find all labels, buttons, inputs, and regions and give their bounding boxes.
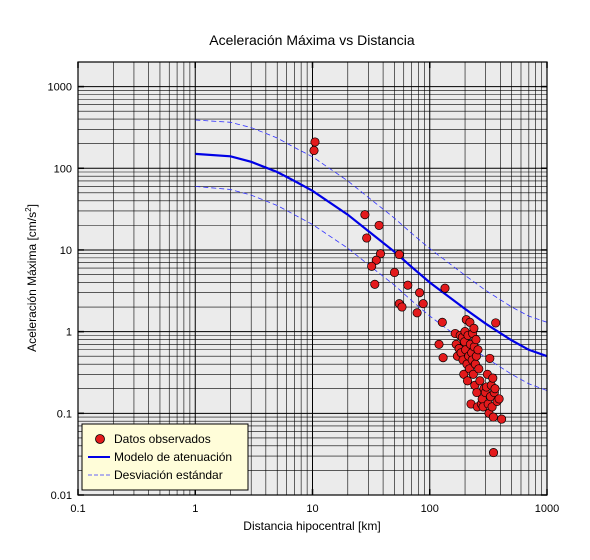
legend: Datos observados Modelo de atenuación De… xyxy=(81,423,249,491)
x-tick-label: 0.1 xyxy=(70,503,85,515)
data-point xyxy=(490,384,500,394)
data-point xyxy=(362,233,372,243)
y-axis-label-superscript: 2 xyxy=(24,207,33,212)
data-point xyxy=(374,220,384,230)
data-point xyxy=(394,249,404,260)
data-point xyxy=(437,317,447,327)
x-tick-label: 10 xyxy=(306,503,318,515)
legend-label-deviation: Desviación estándar xyxy=(114,468,223,482)
x-axis-label: Distancia hipocentral [km] xyxy=(243,519,380,533)
legend-marker-points xyxy=(95,434,105,444)
data-point xyxy=(371,255,381,265)
data-point xyxy=(488,373,498,383)
axis-ticks xyxy=(77,62,548,496)
y-axis-label-end: ] xyxy=(25,204,39,207)
data-point xyxy=(469,323,479,333)
y-tick-label: 100 xyxy=(54,163,72,175)
attenuation-model-line xyxy=(195,152,548,358)
plot-area xyxy=(77,61,548,496)
std-deviation-upper-line xyxy=(195,119,548,323)
data-point xyxy=(440,283,450,293)
data-point xyxy=(403,280,413,290)
y-tick-label: 0.1 xyxy=(57,408,72,420)
data-point xyxy=(310,137,320,147)
y-tick-label: 0.01 xyxy=(51,490,72,502)
model-lines xyxy=(195,119,548,391)
data-point xyxy=(434,339,444,349)
data-point xyxy=(415,288,425,298)
data-point xyxy=(473,345,483,355)
x-tick-label: 1000 xyxy=(535,503,559,515)
y-tick-labels: 0.01 0.1 1 10 100 1000 xyxy=(48,82,72,502)
data-point xyxy=(497,414,507,424)
data-point xyxy=(375,249,386,259)
x-tick-label: 100 xyxy=(421,503,439,515)
data-point xyxy=(475,376,485,386)
y-axis-label-main: Aceleración Máxima [cm/s xyxy=(25,212,39,352)
data-point xyxy=(309,145,319,156)
data-point xyxy=(367,261,377,271)
data-point xyxy=(485,353,495,363)
data-point xyxy=(471,335,481,345)
data-points xyxy=(309,137,507,458)
data-point xyxy=(360,210,370,220)
y-tick-label: 1 xyxy=(66,327,72,339)
data-point xyxy=(488,448,499,458)
data-point xyxy=(397,302,407,312)
x-tick-label: 1 xyxy=(192,503,198,515)
legend-label-points: Datos observados xyxy=(114,432,211,446)
data-point xyxy=(412,308,422,318)
data-point xyxy=(491,318,501,328)
legend-label-model: Modelo de atenuación xyxy=(114,450,232,464)
data-point xyxy=(462,376,473,386)
std-deviation-lower-line xyxy=(195,186,548,391)
data-point xyxy=(370,279,380,289)
y-axis-label: Aceleración Máxima [cm/s2] xyxy=(24,204,39,352)
y-tick-label: 10 xyxy=(60,245,72,257)
data-point xyxy=(474,364,484,374)
x-tick-labels: 0.1 1 10 100 1000 xyxy=(70,503,559,515)
data-point xyxy=(389,267,400,278)
data-point xyxy=(468,369,478,379)
data-point xyxy=(488,412,498,422)
data-point xyxy=(438,353,448,363)
chart-title: Aceleración Máxima vs Distancia xyxy=(209,32,415,48)
data-point xyxy=(418,299,428,309)
data-point xyxy=(494,394,504,404)
y-tick-label: 1000 xyxy=(48,82,72,94)
